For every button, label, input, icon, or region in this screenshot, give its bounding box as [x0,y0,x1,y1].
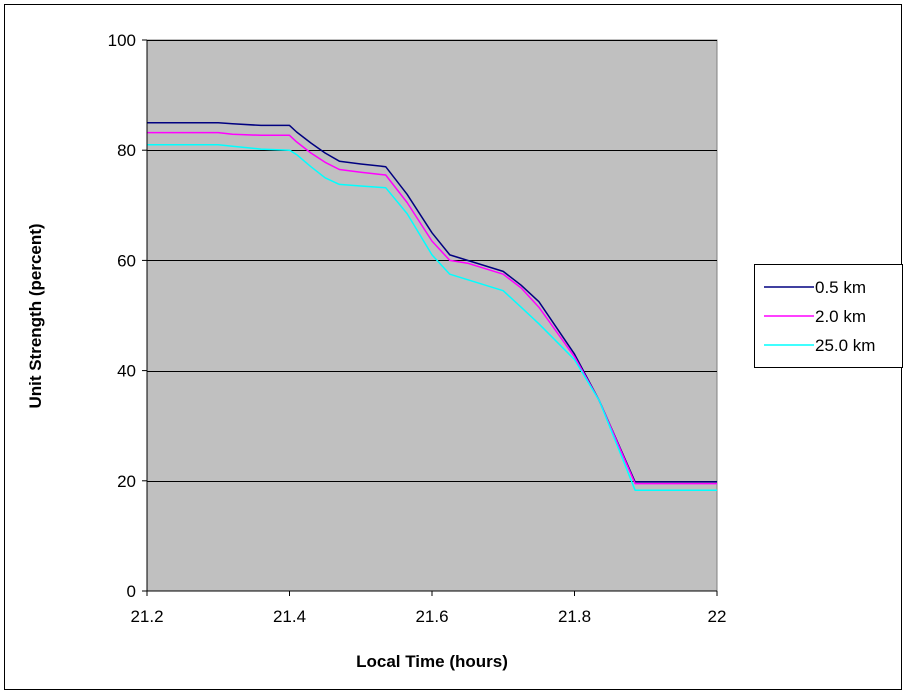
y-tick-label: 0 [127,582,136,601]
y-ticks: 0 20 40 60 80 100 [108,31,147,601]
legend: 0.5 km 2.0 km 25.0 km [754,264,903,368]
x-tick-label: 21.8 [558,607,591,626]
legend-items: 0.5 km 2.0 km 25.0 km [764,278,875,355]
series-line-1 [147,131,717,485]
legend-label: 2.0 km [815,307,866,326]
x-tick-label: 21.2 [130,607,163,626]
y-axis-title: Unit Strength (percent) [26,223,45,408]
series-lines [147,121,717,491]
y-tick-label: 60 [117,251,136,270]
plot-area [146,39,718,592]
y-tick-label: 20 [117,472,136,491]
x-ticks: 21.2 21.4 21.6 21.8 22 [130,591,726,626]
x-tick-label: 22 [708,607,727,626]
x-axis-title: Local Time (hours) [356,652,508,671]
legend-label: 0.5 km [815,278,866,297]
series-line-0 [147,121,717,483]
y-tick-label: 100 [108,31,136,50]
gridlines [147,40,717,482]
legend-label: 25.0 km [815,336,875,355]
x-tick-label: 21.4 [273,607,306,626]
x-tick-label: 21.6 [415,607,448,626]
y-tick-label: 40 [117,362,136,381]
y-tick-label: 80 [117,141,136,160]
series-line-2 [147,143,717,491]
